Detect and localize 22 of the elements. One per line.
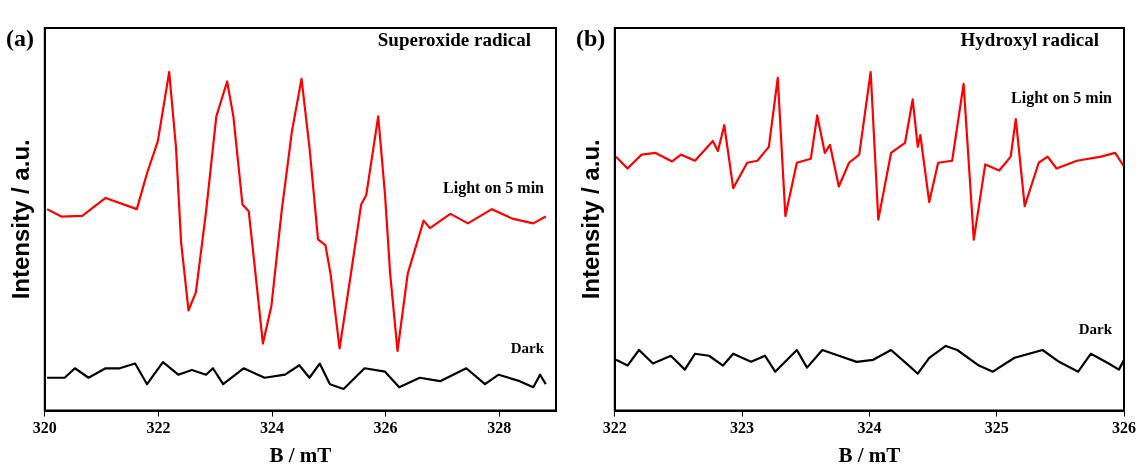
x-tick-label: 326	[373, 419, 398, 437]
x-axis-title: B / mT	[838, 442, 901, 467]
series-label: Dark	[1078, 321, 1113, 338]
x-tick-label: 324	[260, 419, 284, 437]
chart-title: (a)	[6, 25, 34, 52]
series-label: Light on 5 min	[443, 179, 545, 198]
x-tick-label: 322	[602, 419, 627, 437]
x-tick-label: 324	[857, 419, 882, 437]
x-tick-label: 320	[32, 419, 57, 437]
x-tick-label: 328	[487, 419, 512, 437]
text: Superoxide radical	[377, 29, 531, 51]
x-tick-label: 326	[1112, 419, 1136, 437]
x-tick-label: 323	[730, 419, 755, 437]
x-axis-title: B / mT	[269, 442, 332, 467]
chart-title: (b)	[576, 25, 606, 52]
y-axis-title: Intensity / a.u.	[577, 139, 605, 300]
series-label: Dark	[510, 339, 545, 356]
text: Hydroxyl radical	[960, 29, 1099, 51]
x-tick-label: 322	[146, 419, 171, 437]
series-label: Light on 5 min	[1011, 89, 1113, 108]
y-axis-title: Intensity / a.u.	[7, 139, 35, 300]
x-tick-label: 325	[984, 419, 1009, 437]
